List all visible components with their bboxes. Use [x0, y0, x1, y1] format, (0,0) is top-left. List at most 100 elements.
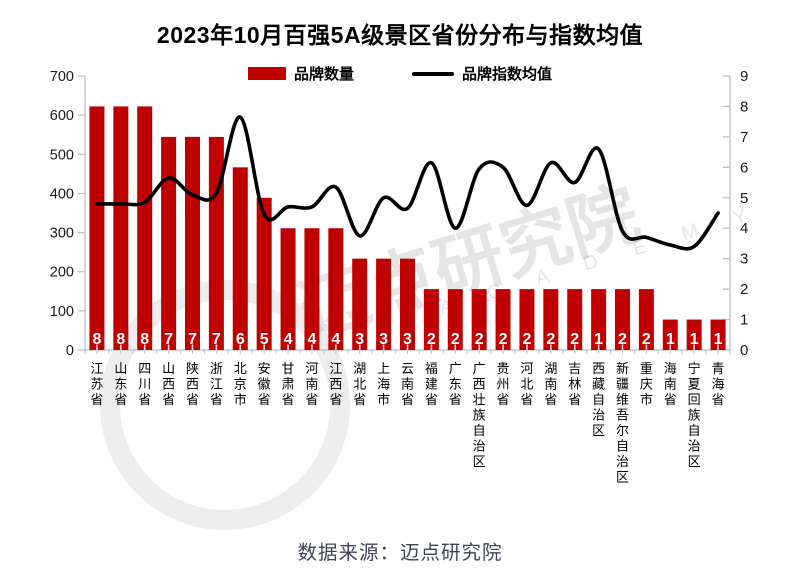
bar-value-label: 4	[307, 331, 316, 348]
category-label: 贵州省	[497, 361, 510, 407]
bar-base-notch	[430, 344, 433, 350]
category-label: 湖南省	[544, 361, 557, 407]
watermark-academy: A C A D E M Y	[436, 200, 765, 320]
bar-base-notch	[693, 344, 695, 350]
bar-base-notch	[621, 344, 624, 350]
chart-legend: 品牌数量 品牌指数均值	[0, 63, 800, 84]
bar	[591, 289, 607, 350]
bar-series-swatch	[247, 67, 286, 80]
legend-label-line: 品牌指数均值	[462, 66, 553, 83]
chart-title: 2023年10月百强5A级景区省份分布与指数均值	[156, 22, 644, 48]
bar-value-label: 2	[570, 331, 579, 348]
bar-base-notch	[454, 344, 457, 350]
bar-value-label: 4	[331, 331, 340, 348]
category-label: 西藏自治区	[592, 361, 605, 438]
bar	[519, 289, 535, 350]
bar-base-notch	[191, 344, 194, 350]
bar-base-notch	[669, 344, 672, 350]
bar-base-notch	[215, 344, 218, 350]
bar	[185, 136, 200, 350]
bar-value-label: 2	[475, 331, 484, 348]
category-label: 山东省	[114, 361, 127, 407]
bar-value-label: 7	[164, 331, 173, 348]
category-label: 吉林省	[568, 361, 581, 407]
bar-value-label: 2	[546, 331, 555, 348]
bar	[137, 106, 153, 350]
bar	[280, 228, 296, 350]
bar-base-notch	[358, 344, 361, 350]
category-label: 陕西省	[186, 361, 199, 407]
category-label: 广东省	[449, 361, 462, 407]
line-series	[95, 115, 720, 251]
bar-value-label: 6	[236, 331, 245, 348]
bar	[615, 289, 630, 350]
bar	[256, 197, 272, 350]
bar-value-label: 2	[451, 331, 460, 348]
bar	[328, 228, 344, 350]
bar	[543, 289, 559, 350]
bar	[471, 289, 487, 350]
left-tick-label: 0	[66, 343, 74, 359]
right-tick-label: 5	[740, 190, 748, 207]
left-tick-label: 600	[50, 108, 74, 124]
bar-base-notch	[143, 344, 146, 350]
bar-base-notch	[287, 344, 289, 350]
bar-value-label: 4	[284, 331, 293, 348]
bar-base-notch	[311, 344, 313, 350]
bar	[495, 289, 511, 350]
bar-value-label: 7	[212, 331, 221, 348]
left-tick-label: 300	[50, 226, 74, 242]
bar	[113, 106, 129, 350]
category-label: 宁夏回族自治区	[688, 361, 701, 469]
category-label: 上海市	[377, 361, 390, 407]
category-label: 青海省	[712, 361, 725, 407]
category-label: 广西壮族自治区	[473, 361, 486, 469]
category-label: 浙江省	[210, 361, 223, 407]
bar-value-label: 1	[714, 331, 723, 348]
category-label: 海南省	[664, 361, 677, 407]
category-label: 江西省	[329, 361, 342, 407]
left-tick-label: 500	[50, 147, 74, 163]
bar-base-notch	[597, 344, 600, 350]
category-label: 福建省	[425, 361, 438, 407]
bar-value-label: 1	[690, 331, 699, 348]
bar-base-notch	[502, 344, 504, 350]
left-tick-label: 200	[50, 265, 74, 281]
category-label: 云南省	[401, 361, 414, 407]
bar-value-label: 2	[642, 331, 651, 348]
category-label: 河北省	[520, 361, 533, 407]
category-label: 重庆市	[640, 361, 653, 407]
bar	[376, 258, 392, 350]
bar-base-notch	[526, 344, 528, 350]
watermark-text: 迈点研究院	[290, 174, 648, 352]
bar	[710, 319, 726, 350]
bar	[567, 289, 583, 350]
right-tick-label: 8	[740, 98, 748, 115]
bar-base-notch	[263, 344, 265, 350]
left-tick-label: 400	[50, 186, 74, 202]
right-tick-label: 6	[740, 159, 748, 176]
data-source-caption: 数据来源：迈点研究院	[297, 542, 503, 564]
right-tick-label: 4	[740, 220, 748, 237]
x-axis-labels: 江苏省山东省四川省山西省陕西省浙江省北京市安徽省甘肃省河南省江西省湖北省上海市云…	[90, 361, 724, 485]
bar-value-label: 3	[379, 331, 388, 348]
legend-label-bars: 品牌数量	[293, 66, 354, 83]
bar	[686, 319, 702, 350]
bar-base-notch	[239, 344, 242, 350]
bar-base-notch	[478, 344, 480, 350]
category-label: 北京市	[234, 361, 247, 407]
right-tick-label: 2	[740, 281, 748, 298]
bar	[447, 289, 463, 350]
bar	[161, 136, 177, 350]
bar	[352, 258, 368, 350]
bar	[232, 167, 248, 350]
right-tick-label: 1	[740, 312, 748, 329]
bar	[304, 228, 320, 350]
bar-base-notch	[120, 344, 122, 350]
bar-base-notch	[96, 344, 98, 350]
bar-value-label: 7	[188, 331, 197, 348]
